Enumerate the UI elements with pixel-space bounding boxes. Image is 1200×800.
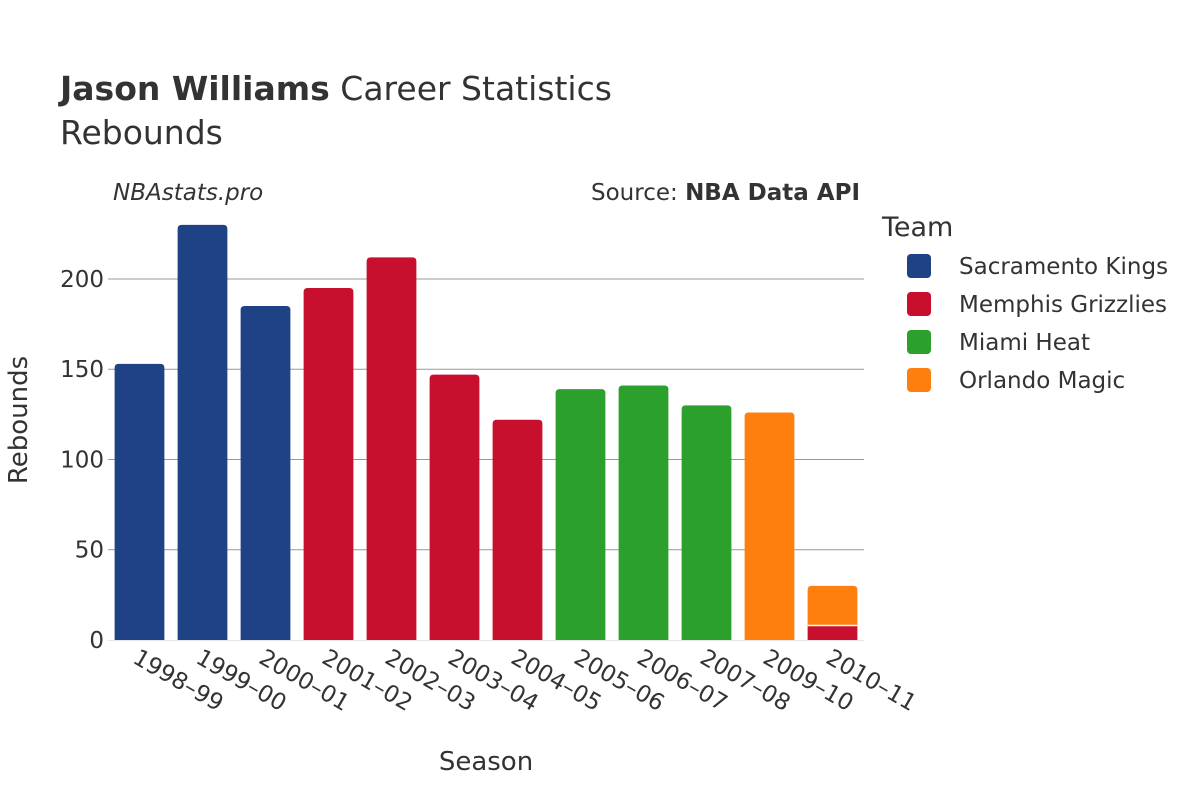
bar-1998–99-sacramento-kings[interactable] [114,363,165,640]
y-tick-label: 100 [60,447,104,473]
bar-2006–07-miami-heat[interactable] [618,385,669,640]
y-tick-label: 200 [60,267,104,293]
y-tick-label: 150 [60,357,104,383]
legend-label[interactable]: Sacramento Kings [959,254,1168,280]
bar-2010–11-memphis-grizzlies[interactable] [807,625,858,640]
legend: Sacramento Kings Memphis Grizzlies Miami H… [907,254,1168,394]
legend-swatch-sacramento-kings[interactable] [907,254,931,278]
bar-2002–03-memphis-grizzlies[interactable] [366,257,417,640]
bar-2005–06-miami-heat[interactable] [555,389,606,640]
credit-text: NBAstats.pro [113,180,263,206]
bar-2000–01-sacramento-kings[interactable] [240,306,291,640]
legend-label[interactable]: Memphis Grizzlies [959,292,1167,318]
y-tick-label: 50 [75,538,104,564]
bar-2004–05-memphis-grizzlies[interactable] [492,419,543,640]
bar-2001–02-memphis-grizzlies[interactable] [303,288,354,640]
legend-title: Team [881,212,953,243]
chart-subtitle: Rebounds [60,113,223,152]
legend-swatch-memphis-grizzlies[interactable] [907,292,931,316]
source-label: Source: [591,180,685,206]
legend-swatch-orlando-magic[interactable] [907,368,931,392]
y-tick-labels: 0 50 100 150 200 [60,267,104,654]
bar-2010–11-orlando-magic[interactable] [807,585,858,626]
chart-title-bold: Jason Williams [58,69,330,108]
y-axis-title: Rebounds [4,356,34,484]
bar-2003–04-memphis-grizzlies[interactable] [429,374,480,640]
bar-2007–08-miami-heat[interactable] [681,405,732,640]
x-tick-labels: 1998–991999–002000–012001–022002–032003–… [129,645,921,717]
source-text: Source: NBA Data API [591,180,860,206]
legend-swatch-miami-heat[interactable] [907,330,931,354]
x-axis-title: Season [439,747,533,777]
bar-1999–00-sacramento-kings[interactable] [177,224,228,640]
legend-label[interactable]: Miami Heat [959,330,1090,356]
legend-label[interactable]: Orlando Magic [959,368,1125,394]
gridlines [108,278,864,551]
bar-2009–10-orlando-magic[interactable] [744,412,795,640]
source-value: NBA Data API [685,180,860,206]
chart-title: Jason Williams Career Statistics [58,69,612,108]
y-tick-label: 0 [89,628,104,654]
chart-title-rest: Career Statistics [330,69,612,108]
bars [108,224,864,641]
